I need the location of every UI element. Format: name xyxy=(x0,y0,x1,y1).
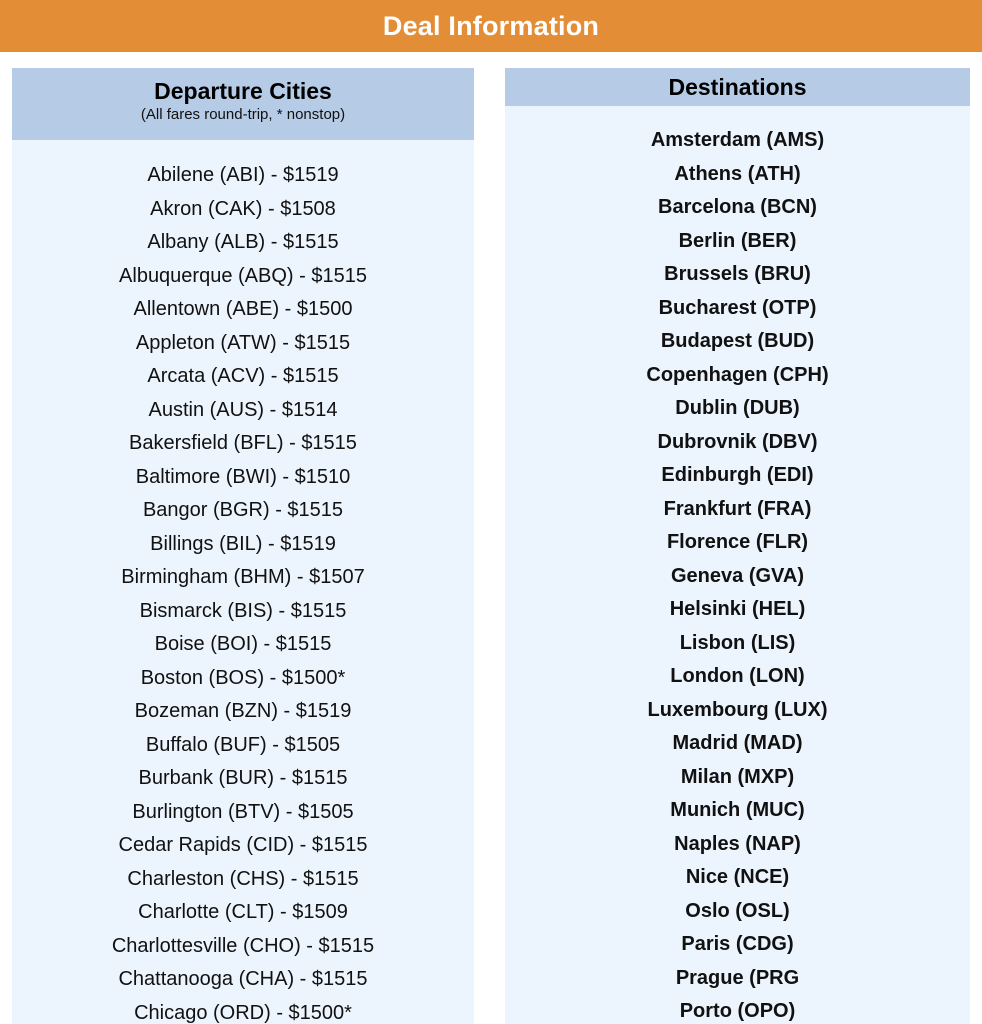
departure-city-item: Bangor (BGR) - $1515 xyxy=(142,499,344,521)
departure-city-item: Chicago (ORD) - $1500* xyxy=(134,1001,352,1024)
destination-item: Brussels (BRU) xyxy=(664,263,811,285)
destination-item: Milan (MXP) xyxy=(680,765,795,788)
destination-item: Madrid (MAD) xyxy=(672,732,803,754)
destination-item: Edinburgh (EDI) xyxy=(661,464,814,486)
destination-item: Paris (CDG) xyxy=(681,933,794,955)
departure-city-item: Buffalo (BUF) - $1505 xyxy=(145,733,341,756)
departure-city-item: Bozeman (BZN) - $1519 xyxy=(134,700,352,722)
departure-cities-panel: Departure Cities (All fares round-trip, … xyxy=(12,68,474,1024)
departure-city-item: Bakersfield (BFL) - $1515 xyxy=(129,432,357,454)
destination-item: Copenhagen (CPH) xyxy=(646,363,829,386)
departure-cities-subtitle: (All fares round-trip, * nonstop) xyxy=(140,106,346,123)
departure-city-item: Allentown (ABE) - $1500 xyxy=(133,298,353,320)
departure-cities-title: Departure Cities xyxy=(154,78,332,104)
destination-item: Florence (FLR) xyxy=(666,531,809,553)
departure-city-item: Baltimore (BWI) - $1510 xyxy=(135,465,351,488)
departure-city-item: Burlington (BTV) - $1505 xyxy=(132,800,354,823)
destination-item: Dublin (DUB) xyxy=(675,397,800,419)
departure-city-item: Cedar Rapids (CID) - $1515 xyxy=(118,834,368,856)
destination-item: Oslo (OSL) xyxy=(685,899,790,922)
destination-item: Nice (NCE) xyxy=(685,866,790,888)
departure-city-item: Appleton (ATW) - $1515 xyxy=(135,331,351,354)
departure-city-item: Charlottesville (CHO) - $1515 xyxy=(111,934,375,957)
destinations-header: Destinations xyxy=(505,68,970,106)
departure-city-item: Abilene (ABI) - $1519 xyxy=(147,164,339,186)
destination-item: Berlin (BER) xyxy=(678,229,797,252)
destination-item: Lisbon (LIS) xyxy=(679,631,796,654)
departure-city-item: Arcata (ACV) - $1515 xyxy=(147,365,339,387)
destination-item: Naples (NAP) xyxy=(674,832,801,855)
departure-city-item: Boise (BOI) - $1515 xyxy=(154,633,332,655)
departure-city-item: Boston (BOS) - $1500* xyxy=(140,666,346,689)
departure-city-item: Akron (CAK) - $1508 xyxy=(150,197,336,220)
destinations-title: Destinations xyxy=(668,74,807,100)
departure-city-item: Birmingham (BHM) - $1507 xyxy=(121,566,365,588)
destination-item: Amsterdam (AMS) xyxy=(650,129,825,151)
destination-item: Porto (OPO) xyxy=(679,1000,796,1022)
departure-city-item: Albuquerque (ABQ) - $1515 xyxy=(119,264,367,287)
departure-cities-header: Departure Cities (All fares round-trip, … xyxy=(12,68,474,140)
destination-item: Dubrovnik (DBV) xyxy=(657,430,818,453)
departure-city-item: Charleston (CHS) - $1515 xyxy=(127,867,359,890)
banner-title: Deal Information xyxy=(382,10,600,41)
destination-item: Bucharest (OTP) xyxy=(658,296,817,319)
destination-item: Athens (ATH) xyxy=(674,162,801,185)
departure-city-item: Charlotte (CLT) - $1509 xyxy=(138,901,348,923)
destination-list: Amsterdam (AMS) Athens (ATH) Barcelona (BC… xyxy=(505,106,970,1024)
destination-item: Geneva (GVA) xyxy=(671,564,804,587)
departure-city-item: Austin (AUS) - $1514 xyxy=(148,398,338,421)
destination-item: Munich (MUC) xyxy=(670,799,805,821)
destination-item: Barcelona (BCN) xyxy=(658,196,817,218)
destinations-panel: Destinations Amsterdam (AMS) Athens (ATH)… xyxy=(505,68,970,1024)
destination-item: Luxembourg (LUX) xyxy=(647,698,828,721)
departure-city-item: Bismarck (BIS) - $1515 xyxy=(139,599,347,622)
departure-city-item: Albany (ALB) - $1515 xyxy=(147,231,339,253)
departure-city-item: Chattanooga (CHA) - $1515 xyxy=(118,968,368,990)
departure-city-item: Billings (BIL) - $1519 xyxy=(150,532,336,555)
destination-item: London (LON) xyxy=(670,665,805,687)
destination-item: Prague (PRG xyxy=(675,966,800,989)
destination-item: Budapest (BUD) xyxy=(660,330,815,352)
deal-info-banner: Deal Information xyxy=(0,0,982,52)
departure-city-item: Burbank (BUR) - $1515 xyxy=(138,767,348,789)
destination-item: Helsinki (HEL) xyxy=(669,598,806,620)
destination-item: Frankfurt (FRA) xyxy=(663,497,812,520)
departure-city-list: Abilene (ABI) - $1519 Akron (CAK) - $1508… xyxy=(12,140,474,1024)
